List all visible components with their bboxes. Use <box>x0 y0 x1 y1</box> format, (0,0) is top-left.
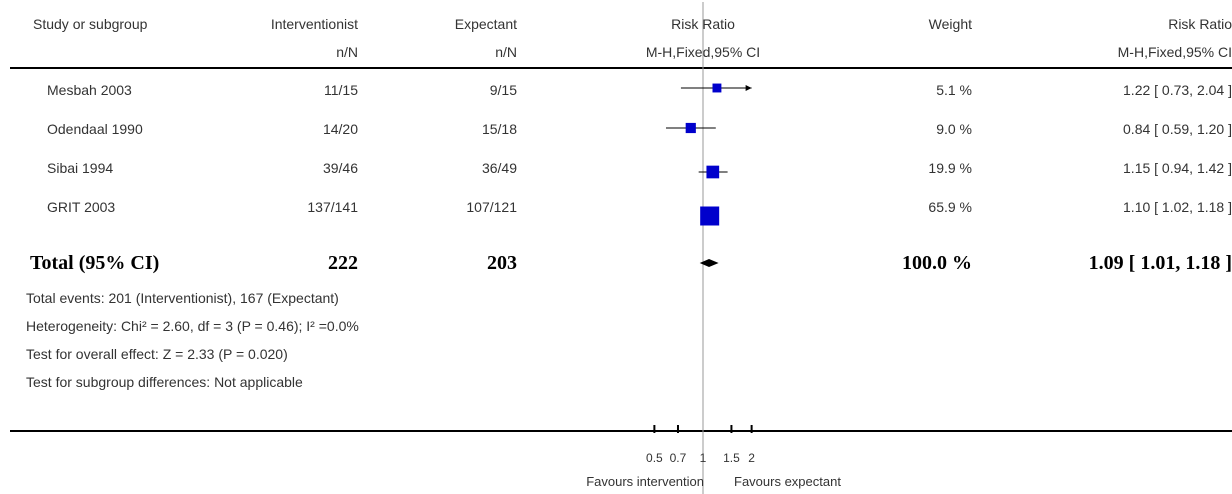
col-header-study: Study or subgroup <box>33 16 148 32</box>
col-header-ratio: Risk Ratio <box>1168 16 1232 32</box>
col-header-group1: Interventionist <box>270 16 358 32</box>
group2-events: 36/49 <box>481 160 517 176</box>
col-subheader-group1: n/N <box>336 44 358 60</box>
col-header-group2: Expectant <box>454 16 517 32</box>
header-rule <box>10 67 1232 69</box>
note-heterogeneity: Heterogeneity: Chi² = 2.60, df = 3 (P = … <box>26 318 359 334</box>
study-ci: 0.84 [ 0.59, 1.20 ] <box>1123 121 1232 137</box>
study-ci: 1.10 [ 1.02, 1.18 ] <box>1123 199 1232 215</box>
ci-arrow <box>745 85 752 91</box>
axis-tick-label: 0.7 <box>670 451 687 465</box>
total-group2: 203 <box>487 252 517 274</box>
note-overall-effect: Test for overall effect: Z = 2.33 (P = 0… <box>26 346 288 362</box>
total-weight: 100.0 % <box>902 252 972 274</box>
study-name: Odendaal 1990 <box>47 121 143 137</box>
axis-tick-label: 2 <box>748 451 755 465</box>
study-name: GRIT 2003 <box>47 199 116 215</box>
study-marker <box>700 206 720 226</box>
study-marker <box>685 122 696 134</box>
study-weight: 19.9 % <box>928 160 972 176</box>
note-subgroup-differences: Test for subgroup differences: Not appli… <box>26 374 303 390</box>
footer-rule <box>10 430 1232 432</box>
study-weight: 65.9 % <box>928 199 972 215</box>
col-subheader-group2: n/N <box>495 44 517 60</box>
group1-events: 137/141 <box>307 199 358 215</box>
col-header-weight: Weight <box>928 16 972 32</box>
favours-left-label: Favours intervention <box>586 474 704 489</box>
total-ci: 1.09 [ 1.01, 1.18 ] <box>1088 252 1232 274</box>
pooled-diamond <box>699 259 719 267</box>
total-label: Total (95% CI) <box>30 252 160 274</box>
study-marker <box>712 83 722 93</box>
group2-events: 15/18 <box>481 121 517 137</box>
col-subheader-ratio: M-H,Fixed,95% CI <box>1117 44 1232 60</box>
group2-events: 107/121 <box>466 199 517 215</box>
axis-tick-label: 0.5 <box>646 451 663 465</box>
axis-tick-label: 1.5 <box>723 451 740 465</box>
group1-events: 11/15 <box>324 82 358 98</box>
study-weight: 5.1 % <box>936 82 972 98</box>
study-ci: 1.15 [ 0.94, 1.42 ] <box>1123 160 1232 176</box>
axis-tick-label: 1 <box>700 451 707 465</box>
group1-events: 14/20 <box>322 121 358 137</box>
study-name: Mesbah 2003 <box>47 82 132 98</box>
study-marker <box>706 165 720 179</box>
favours-right-label: Favours expectant <box>734 474 841 489</box>
total-group1: 222 <box>328 252 358 274</box>
study-ci: 1.22 [ 0.73, 2.04 ] <box>1123 82 1232 98</box>
note-total-events: Total events: 201 (Interventionist), 167… <box>26 290 339 306</box>
group1-events: 39/46 <box>322 160 358 176</box>
study-weight: 9.0 % <box>936 121 972 137</box>
group2-events: 9/15 <box>489 82 517 98</box>
study-name: Sibai 1994 <box>47 160 114 176</box>
